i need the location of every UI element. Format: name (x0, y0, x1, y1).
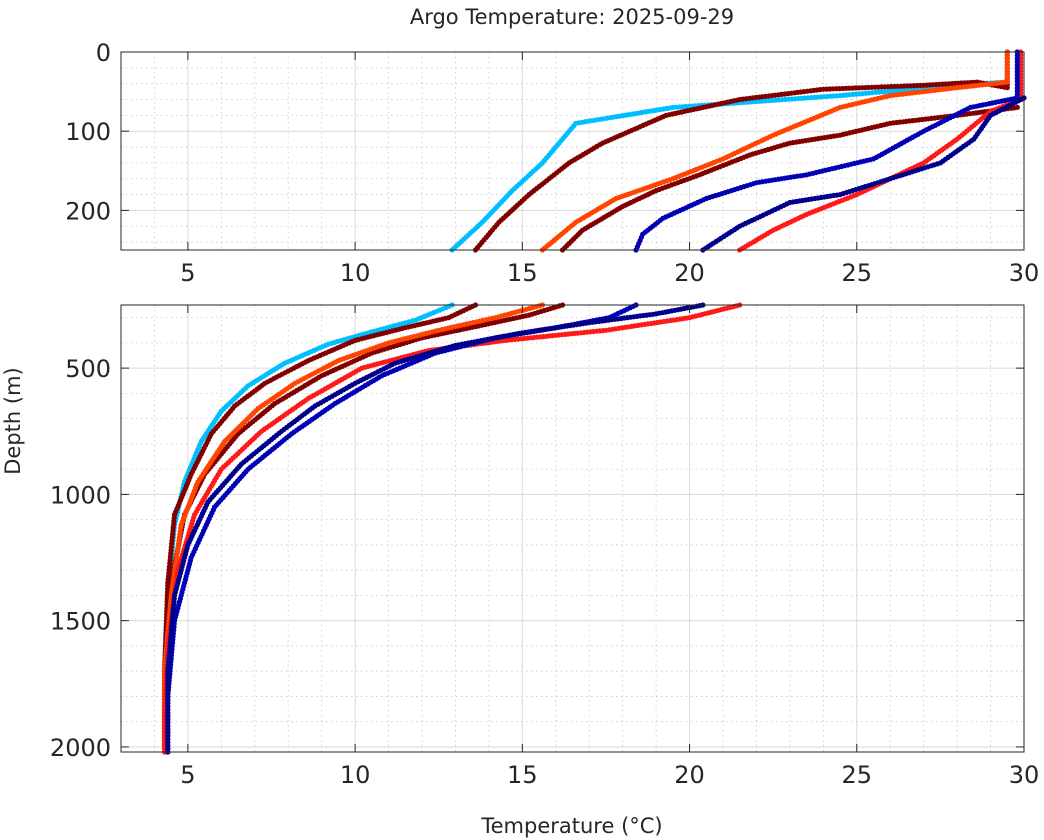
x-tick-label: 10 (340, 761, 371, 789)
x-tick-label: 30 (1009, 259, 1040, 287)
lower-grid (120, 305, 1025, 752)
y-tick-label: 100 (65, 118, 111, 146)
y-tick-label: 1500 (50, 608, 111, 636)
lower-marks (161, 302, 743, 755)
lower-panel: 5 10 15 20 25 30 500 1000 1500 2000 (50, 302, 1039, 789)
x-tick-label: 20 (674, 761, 705, 789)
lower-ticks: 5 10 15 20 25 30 500 1000 1500 2000 (50, 305, 1039, 789)
x-tick-label: 25 (842, 761, 873, 789)
series-profile-6 (165, 302, 639, 755)
x-axis-label: Temperature (°C) (480, 814, 662, 838)
x-tick-label: 10 (340, 259, 371, 287)
x-tick-label: 20 (674, 259, 705, 287)
upper-axes-box (120, 51, 1025, 251)
y-tick-label: 500 (65, 355, 111, 383)
x-tick-label: 15 (507, 259, 538, 287)
series-profile-6 (633, 49, 1020, 253)
y-axis-label: Depth (m) (1, 367, 25, 474)
upper-panel: 5 10 15 20 25 30 0 100 200 (65, 39, 1039, 287)
lower-axes-box (120, 304, 1025, 753)
y-tick-label: 2000 (50, 734, 111, 762)
series-profile-5 (161, 302, 743, 755)
series-profile-7 (700, 95, 1027, 253)
series-profile-4 (161, 302, 546, 750)
chart-title: Argo Temperature: 2025-09-29 (410, 5, 734, 29)
x-tick-label: 30 (1009, 761, 1040, 789)
y-tick-label: 0 (96, 39, 111, 67)
series-profile-7 (165, 302, 706, 755)
upper-ticks: 5 10 15 20 25 30 0 100 200 (65, 39, 1039, 287)
upper-marks (449, 49, 1027, 253)
y-tick-label: 1000 (50, 481, 111, 509)
x-tick-label: 5 (180, 259, 195, 287)
x-tick-label: 15 (507, 761, 538, 789)
x-tick-label: 5 (180, 761, 195, 789)
x-tick-label: 25 (842, 259, 873, 287)
series-profile-5 (737, 49, 1024, 253)
y-tick-label: 200 (65, 197, 111, 225)
series-profile-4 (539, 49, 1010, 253)
series-profile-1 (449, 49, 1010, 253)
